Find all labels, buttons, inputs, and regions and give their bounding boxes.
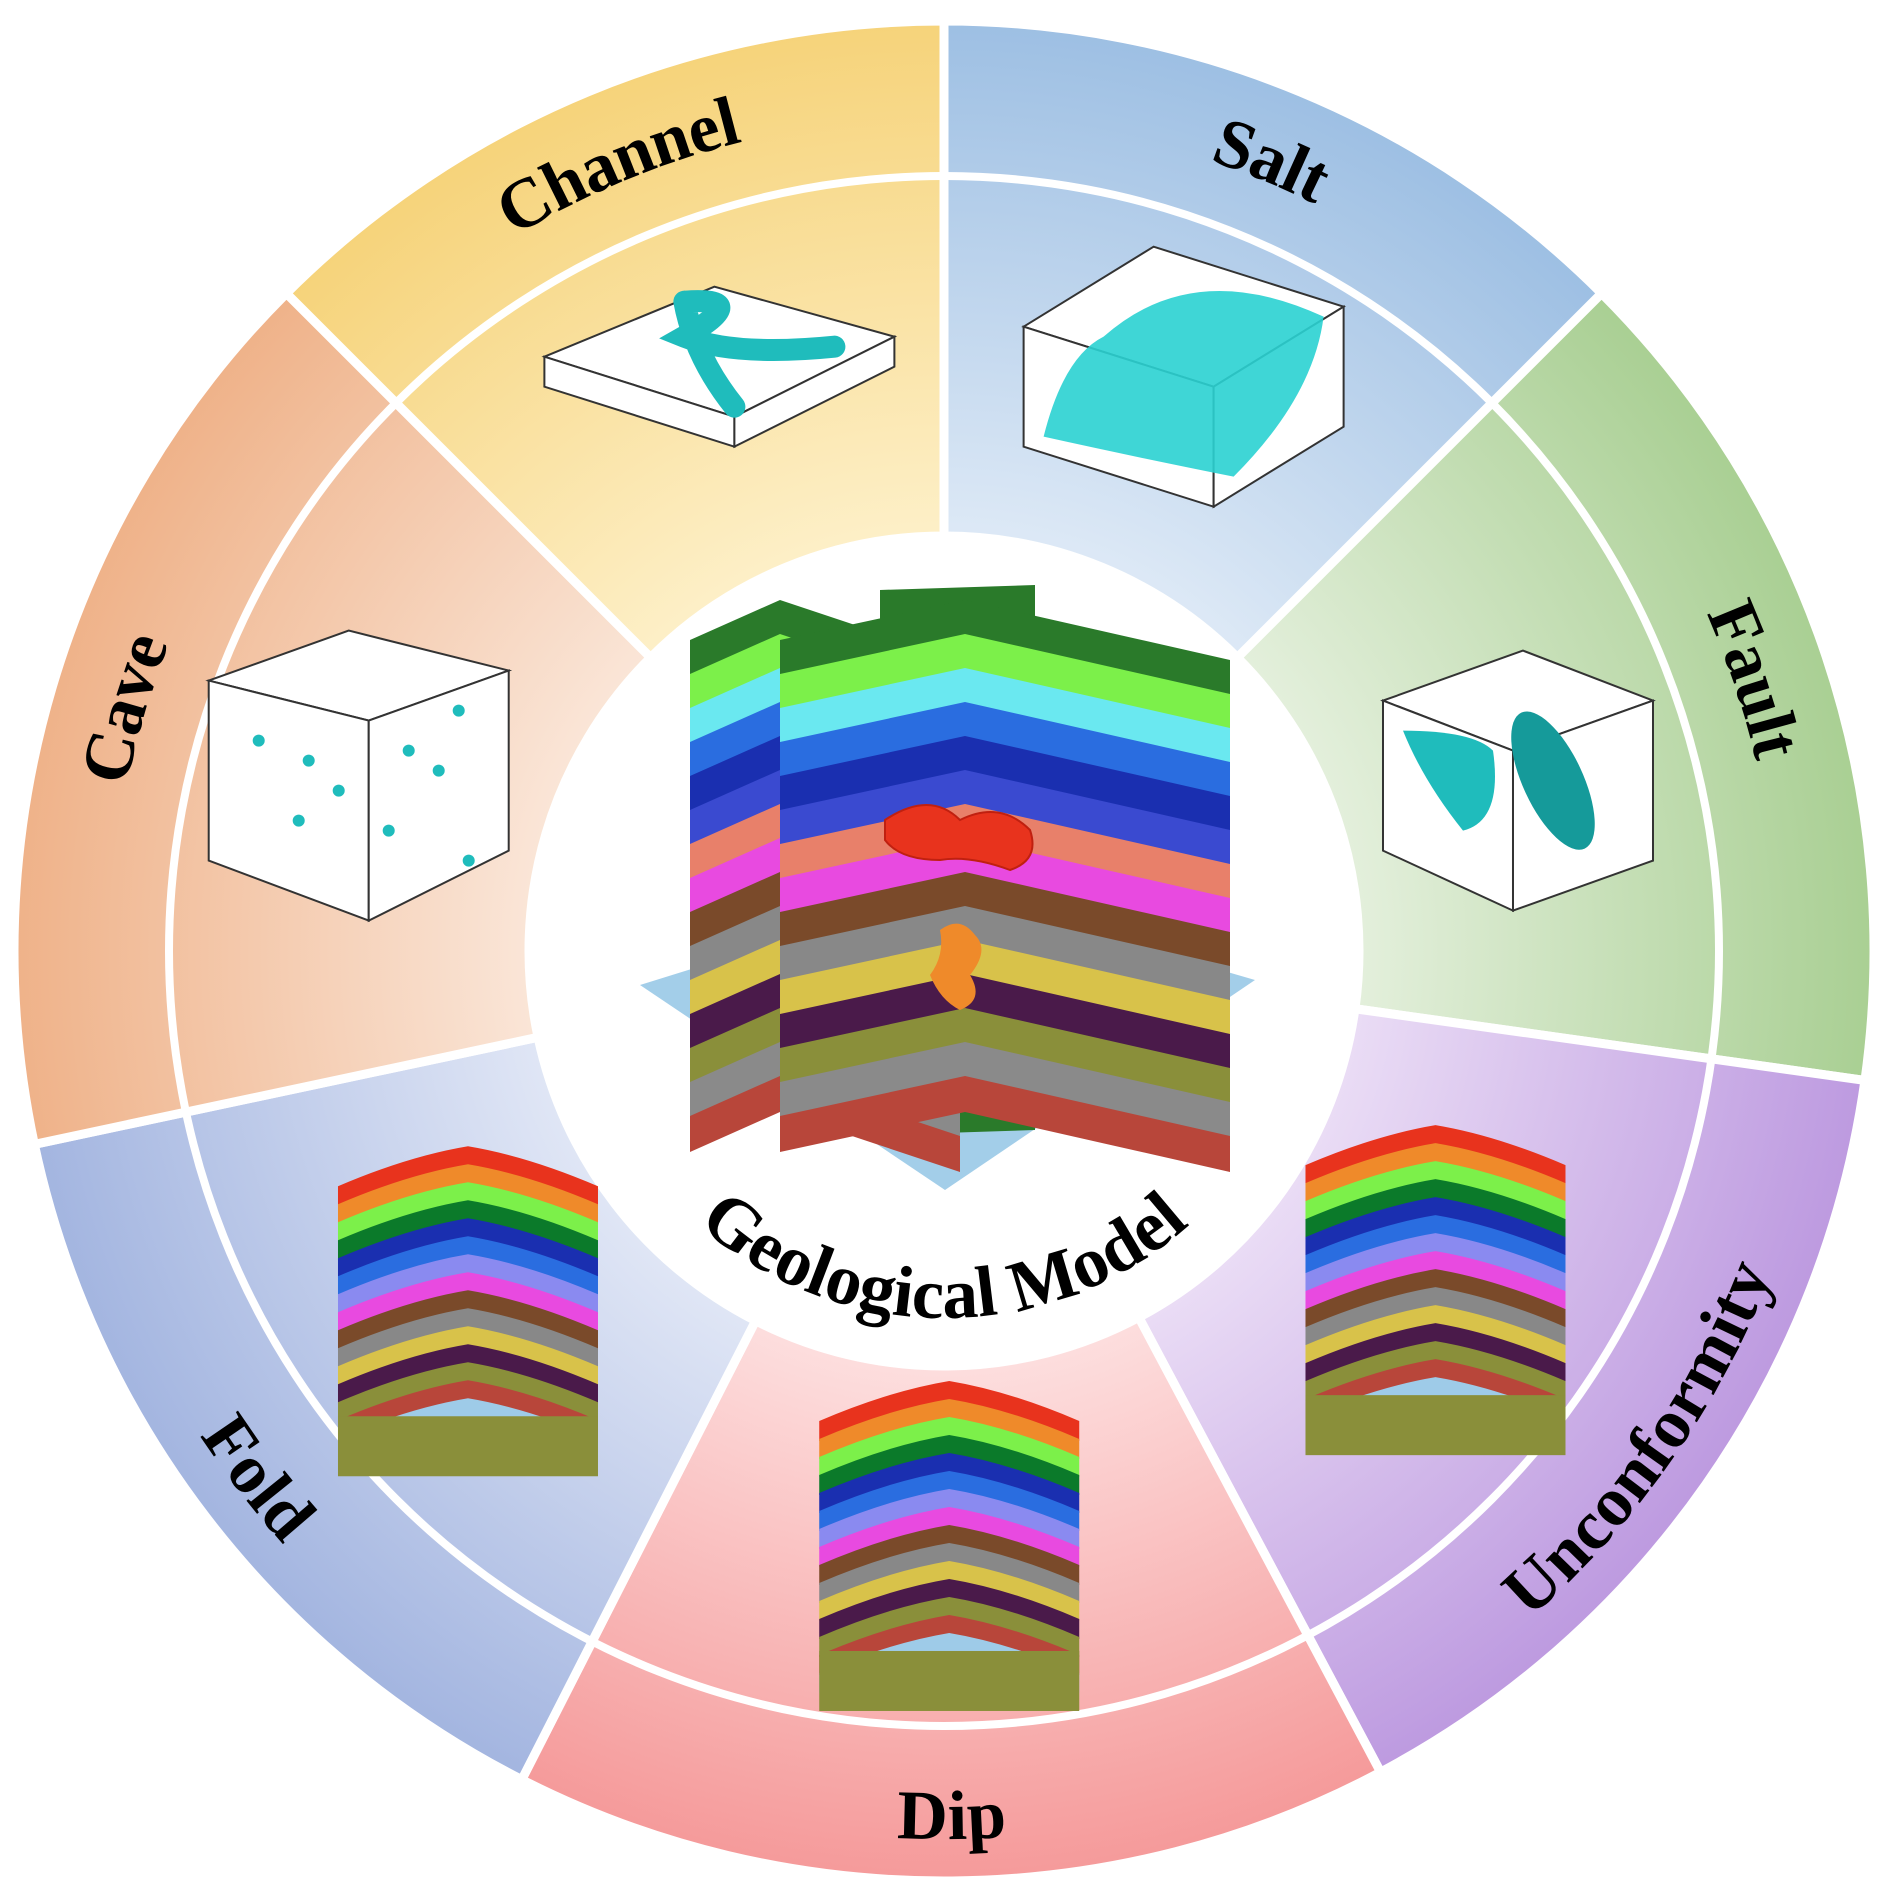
segment-label-dip: Dip xyxy=(896,1776,1007,1855)
ring-separator xyxy=(165,172,1723,1730)
cave-3d-icon xyxy=(205,629,513,923)
fault-3d-icon xyxy=(1380,649,1656,913)
salt-3d-icon xyxy=(1021,245,1346,509)
fold-3d-icon xyxy=(337,1146,598,1477)
unconformity-3d-icon xyxy=(1305,1125,1566,1456)
dip-3d-icon xyxy=(819,1380,1080,1711)
section-panel-right xyxy=(780,600,1230,1172)
salt-body xyxy=(884,804,1034,872)
cave-body xyxy=(930,923,982,1010)
geological-model-image xyxy=(640,585,1255,1190)
channel-3d-icon xyxy=(541,285,898,449)
